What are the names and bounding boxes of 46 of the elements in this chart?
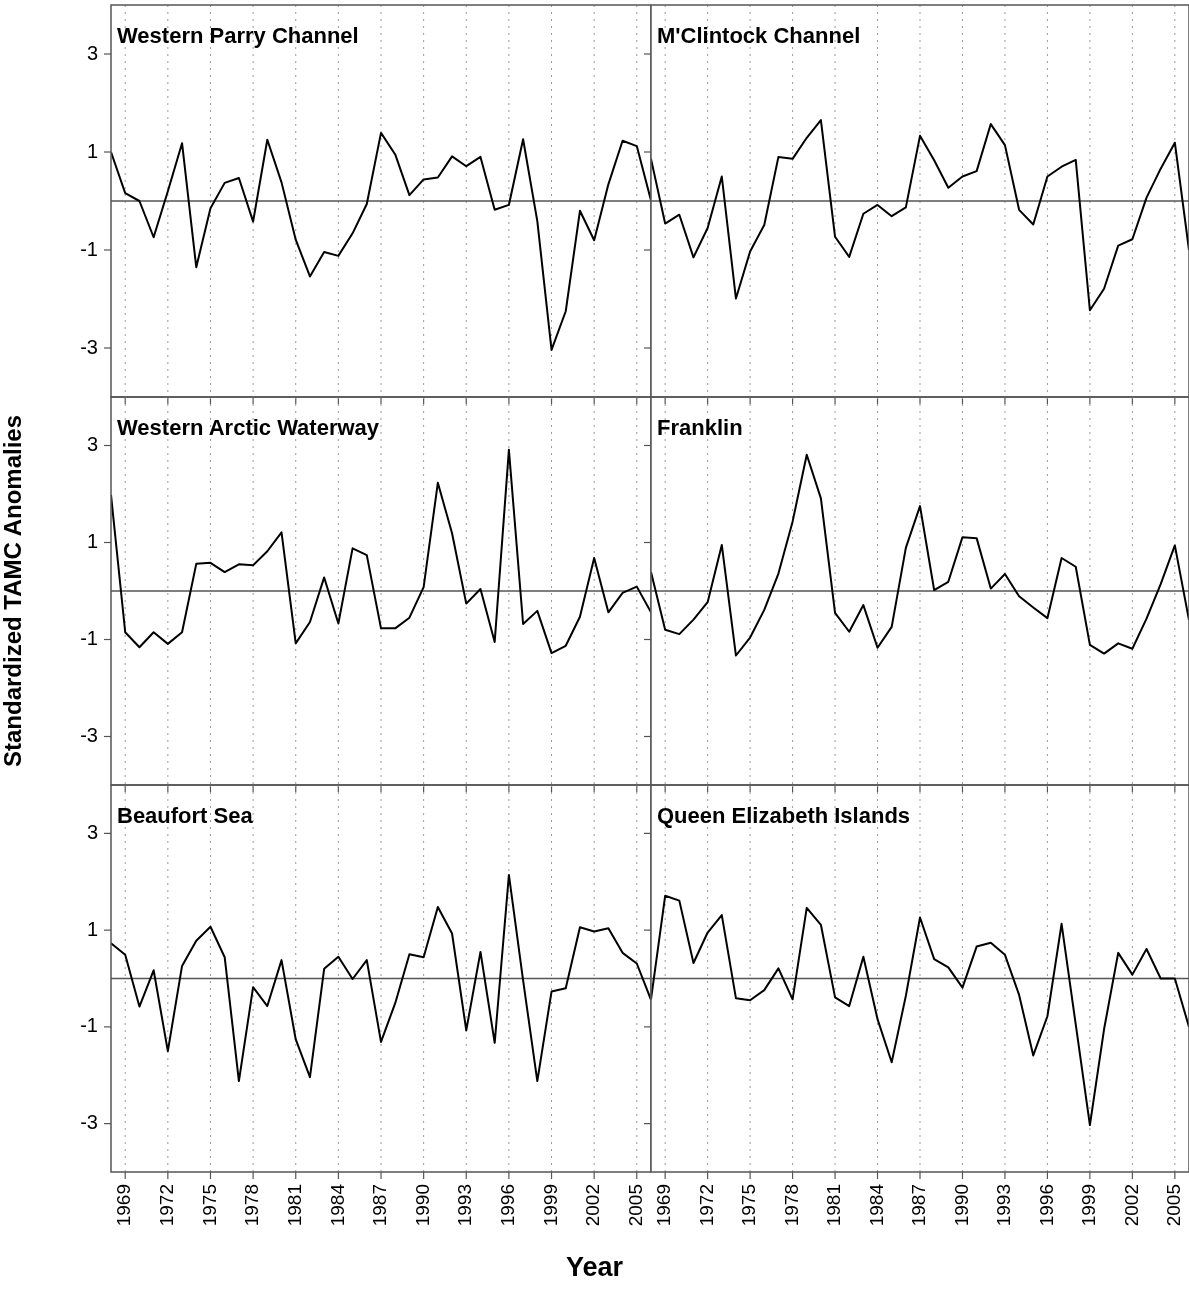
- x-tick-label: 1996: [497, 1184, 519, 1227]
- x-tick-label: 1978: [780, 1184, 802, 1227]
- x-axis-title: Year: [564, 1252, 625, 1283]
- x-tick-label: 1996: [1035, 1184, 1057, 1227]
- y-tick-label: 1: [86, 917, 98, 940]
- x-tick-label: 1993: [993, 1184, 1015, 1227]
- x-tick-label: 1972: [695, 1184, 717, 1227]
- y-tick-label: 3: [86, 820, 98, 843]
- y-tick-label: 1: [86, 139, 98, 162]
- x-tick-label: 1999: [539, 1184, 561, 1227]
- text: Western Parry Channel: [117, 23, 359, 48]
- x-tick-label: 1975: [738, 1184, 760, 1227]
- x-tick-label: 1981: [823, 1184, 845, 1227]
- x-tick-label: 2002: [582, 1184, 604, 1227]
- x-tick-label: 2002: [1120, 1184, 1142, 1227]
- x-tick-label: 1990: [411, 1184, 433, 1227]
- x-tick-label: 1984: [865, 1183, 887, 1227]
- x-tick-label: 1981: [283, 1184, 305, 1227]
- x-tick-label: 1969: [653, 1184, 675, 1227]
- y-tick-label: -3: [80, 724, 98, 747]
- y-tick-label: -1: [80, 237, 98, 260]
- x-tick-label: 2005: [625, 1184, 647, 1227]
- x-tick-label: 1993: [454, 1184, 476, 1227]
- x-tick-label: 1990: [950, 1184, 972, 1227]
- y-axis-title: Standardized TAMC Anomalies: [0, 414, 27, 768]
- x-tick-label: 1987: [908, 1184, 930, 1227]
- x-tick-label: 1987: [369, 1184, 391, 1227]
- x-tick-label: 1972: [156, 1184, 178, 1227]
- x-tick-label: 1999: [1078, 1184, 1100, 1227]
- text: Franklin: [657, 415, 743, 440]
- text: Western Arctic Waterway: [117, 415, 380, 440]
- text: Queen Elizabeth Islands: [657, 803, 911, 828]
- y-tick-label: -3: [80, 335, 98, 358]
- y-tick-label: -1: [80, 627, 98, 650]
- y-tick-label: -3: [80, 1111, 98, 1134]
- y-tick-label: 3: [86, 433, 98, 456]
- text: M'Clintock Channel: [657, 23, 861, 48]
- x-tick-label: 2005: [1163, 1184, 1185, 1227]
- y-tick-label: -1: [80, 1014, 98, 1037]
- x-tick-label: 1984: [326, 1183, 348, 1227]
- x-tick-label: 1978: [241, 1184, 263, 1227]
- text: Beaufort Sea: [117, 803, 254, 828]
- y-tick-label: 1: [86, 530, 98, 553]
- x-tick-label: 1969: [113, 1184, 135, 1227]
- x-tick-label: 1975: [198, 1184, 220, 1227]
- y-tick-label: 3: [86, 41, 98, 64]
